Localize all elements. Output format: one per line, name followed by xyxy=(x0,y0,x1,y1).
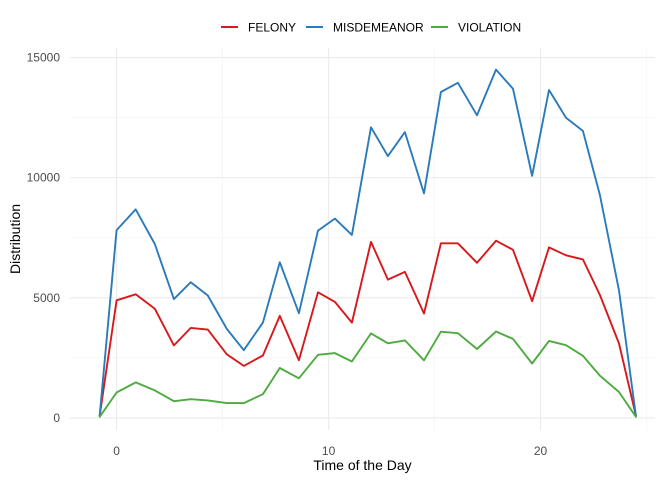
legend-label: VIOLATION xyxy=(458,21,521,35)
y-axis-title: Distribution xyxy=(7,204,23,274)
x-tick-label: 20 xyxy=(534,444,548,458)
legend-label: FELONY xyxy=(248,21,296,35)
grid xyxy=(70,48,655,430)
legend: FELONY MISDEMEANOR VIOLATION xyxy=(221,21,521,35)
x-tick-label: 10 xyxy=(322,444,336,458)
legend-item-misdemeanor: MISDEMEANOR xyxy=(306,21,424,35)
legend-item-felony: FELONY xyxy=(221,21,296,35)
series-line-misdemeanor xyxy=(98,68,637,417)
y-tick-label: 5000 xyxy=(33,291,60,305)
y-tick-label: 10000 xyxy=(27,171,61,185)
x-tick-label: 0 xyxy=(113,444,120,458)
series-line-felony xyxy=(98,239,637,417)
series-line-violation xyxy=(98,330,637,418)
series-lines xyxy=(98,68,637,418)
tick-labels: 0 10 20 0 5000 10000 15000 xyxy=(27,51,548,458)
y-tick-label: 15000 xyxy=(27,51,61,65)
legend-item-violation: VIOLATION xyxy=(431,21,521,35)
x-axis-title: Time of the Day xyxy=(313,457,411,473)
y-tick-label: 0 xyxy=(53,411,60,425)
legend-label: MISDEMEANOR xyxy=(333,21,424,35)
